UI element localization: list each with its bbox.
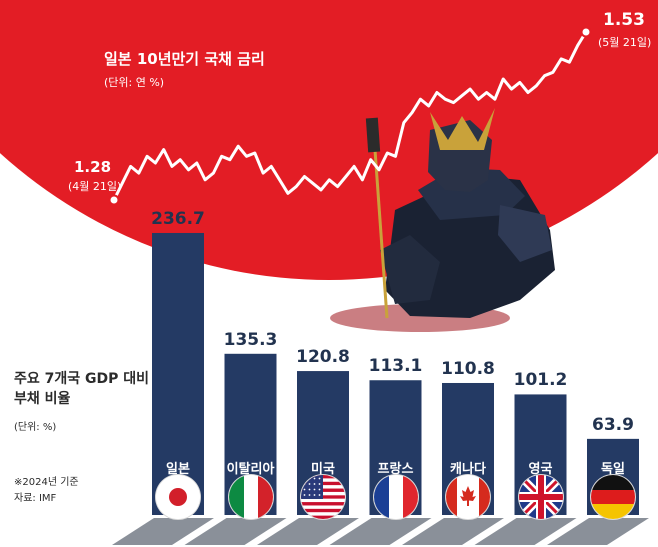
italy-flag-icon [228,475,273,519]
samurai-figure [365,108,555,319]
bar-base-3 [257,518,359,545]
bar-base-7 [547,518,649,545]
bar-category-label: 일본 [166,462,190,477]
line-chart-title: 일본 10년만기 국채 금리 [104,50,265,68]
bar-chart-title-line1: 주요 7개국 GDP 대비 [14,371,150,387]
bar-category-label: 독일 [601,462,625,477]
start-date-label: (4월 21일) [68,180,122,193]
line-chart [108,26,592,206]
germany-flag-icon [591,475,635,519]
end-point-marker [580,26,592,38]
bar-value-label: 63.9 [592,414,634,435]
bar-value-label: 236.7 [151,208,205,229]
bar-base-parallelograms [112,518,649,545]
bar-category-label: 프랑스 [377,462,414,477]
start-point-marker [108,194,120,206]
uk-flag-icon [518,475,563,519]
bar-category-label: 이탈리아 [226,462,275,477]
bar-chart-note: ※2024년 기준 [14,477,79,488]
line-chart-unit: (단위: 연 %) [104,76,165,89]
bar-value-label: 120.8 [296,347,350,368]
bar-category-label: 캐나다 [450,462,486,477]
bar-base-4 [329,518,432,545]
bar-chart-title-line2: 부채 비율 [14,391,71,407]
start-value-label: 1.28 [74,158,112,176]
bar-value-label: 113.1 [368,356,423,377]
canada-flag-icon [446,475,490,519]
bar-base-2 [184,518,287,545]
bar-category-label: 영국 [528,462,553,477]
end-date-label: (5월 21일) [598,36,652,49]
bar-chart-source: 자료: IMF [14,493,57,504]
japan-flag-icon [156,475,200,519]
bar-category-label: 미국 [311,462,335,477]
bar-base-6 [474,518,577,545]
bar-chart-unit: (단위: %) [14,422,57,433]
bar-value-label: 110.8 [441,358,495,379]
end-value-label: 1.53 [603,10,645,30]
bar-1 [152,232,204,515]
usa-flag-icon [301,475,345,519]
bar-base-1 [112,518,214,545]
bar-base-5 [402,518,504,545]
bar-value-label: 101.2 [513,370,568,391]
france-flag-icon [373,475,418,519]
yield-line-series [112,30,588,202]
bar-value-label: 135.3 [223,329,278,350]
